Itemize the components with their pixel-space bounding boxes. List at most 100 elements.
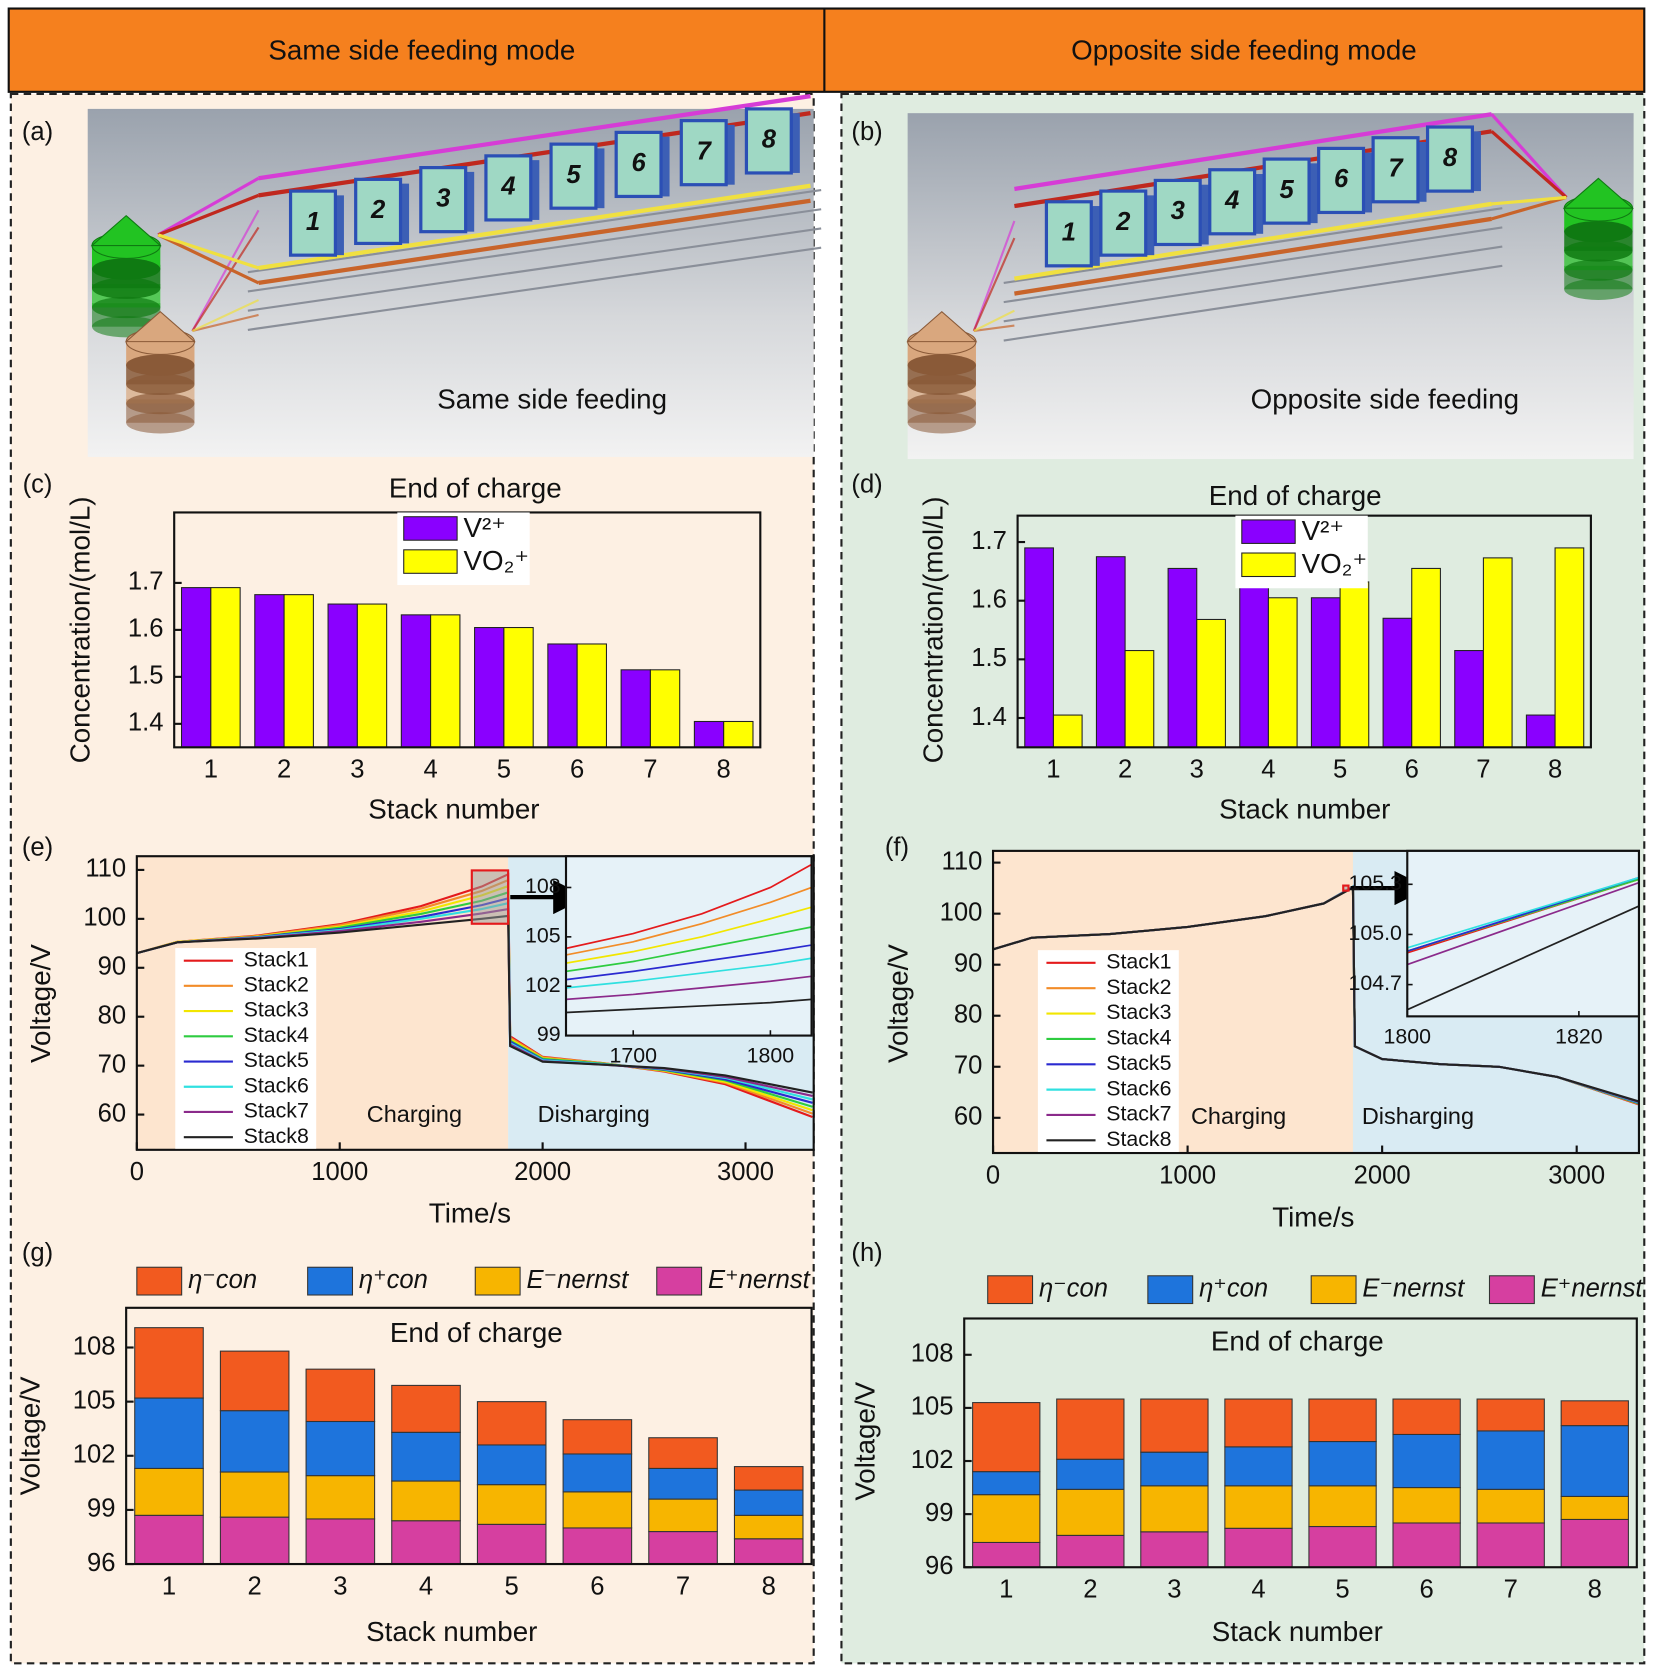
bar-segment — [219, 1350, 290, 1412]
y-axis-label: Voltage/V — [15, 1376, 46, 1495]
x-tick-label: 1000 — [1159, 1161, 1216, 1189]
bar-segment — [134, 1467, 204, 1516]
bar-segment — [562, 1527, 633, 1565]
line — [566, 863, 812, 950]
pipe — [1491, 195, 1567, 206]
y-tick-label: 100 — [940, 898, 983, 926]
stack-side — [593, 148, 605, 209]
stack-side — [724, 124, 735, 185]
bar-segment — [305, 1475, 376, 1520]
y-tick-label: 96 — [925, 1552, 953, 1580]
x-tick-label: 7 — [676, 1572, 690, 1600]
x-tick-label: 1 — [204, 756, 218, 784]
pipe — [1014, 216, 1492, 296]
x-tick-label: 6 — [1405, 756, 1419, 784]
frame-rail — [247, 188, 822, 274]
chart-title: End of charge — [389, 472, 562, 503]
bar — [1310, 597, 1341, 748]
bar — [1167, 567, 1198, 748]
x-tick-label: 3 — [1167, 1575, 1181, 1603]
legend-label: Stack6 — [1106, 1076, 1171, 1100]
y-tick-label: 1.4 — [971, 703, 1007, 731]
bar-segment — [1392, 1398, 1461, 1435]
bar-segment — [562, 1491, 633, 1529]
tank-ring — [91, 277, 161, 299]
legend-label: Stack2 — [1106, 975, 1171, 999]
stack-number: 7 — [1388, 155, 1404, 183]
y-tick-label: 108 — [911, 1340, 954, 1368]
y-tick-label: 60 — [98, 1099, 126, 1127]
inset-background — [566, 856, 812, 1036]
panel-label: (e) — [22, 834, 53, 862]
line — [1407, 876, 1639, 949]
tank-ring — [907, 392, 976, 415]
pipe — [157, 233, 260, 285]
legend-label: η⁻con — [1039, 1274, 1108, 1302]
frame-rail — [247, 227, 822, 312]
bar-segment — [648, 1467, 718, 1500]
y-axis-label: Concentration/(mol/L) — [65, 496, 96, 763]
pipe — [191, 226, 260, 332]
bar-segment — [1476, 1398, 1545, 1432]
pipe — [1014, 112, 1492, 192]
x-tick-label: 7 — [1504, 1575, 1518, 1603]
legend-label: V²⁺ — [464, 512, 506, 543]
x-tick-label: 2 — [248, 1572, 262, 1600]
bar — [1382, 617, 1413, 748]
frame-rail — [1003, 245, 1503, 323]
x-tick-label: 2000 — [1354, 1161, 1411, 1189]
pipe — [258, 183, 811, 271]
header-bar — [7, 7, 1646, 93]
stack-number: 6 — [1334, 165, 1349, 193]
stack-box — [484, 154, 533, 222]
x-tick-label: 1 — [999, 1575, 1013, 1603]
bar-segment — [1392, 1522, 1461, 1568]
legend-label: η⁻con — [188, 1266, 257, 1294]
bar-segment — [648, 1531, 718, 1565]
legend-label: Stack4 — [1106, 1026, 1171, 1050]
y-axis-label: Voltage/V — [25, 944, 56, 1063]
bar — [180, 587, 212, 748]
y-tick-label: 1.7 — [971, 527, 1007, 555]
panel-label: (c) — [23, 471, 53, 499]
stack-number: 2 — [1115, 208, 1130, 236]
bar-segment — [1224, 1446, 1293, 1487]
bar — [1525, 714, 1556, 748]
bar-segment — [476, 1484, 547, 1525]
y-axis-label: Voltage/V — [882, 944, 913, 1063]
pipe — [191, 209, 260, 332]
bar-segment — [1560, 1400, 1629, 1427]
tank-ring — [1564, 259, 1633, 281]
stack-box — [679, 119, 728, 187]
y-tick-label: 80 — [954, 1000, 982, 1028]
header-left: Same side feeding mode — [268, 35, 575, 66]
bar — [1124, 650, 1155, 748]
bar — [1554, 547, 1585, 748]
bar-segment — [1224, 1485, 1293, 1529]
x-tick-label: 0 — [986, 1161, 1000, 1189]
stack-number: 8 — [1443, 144, 1458, 172]
tank-ring — [907, 354, 976, 376]
x-tick-label: 8 — [717, 756, 731, 784]
x-tick-label: 2 — [1118, 756, 1132, 784]
x-tick-label: 3000 — [1548, 1161, 1605, 1189]
bar-segment — [1140, 1451, 1209, 1487]
bar — [693, 720, 725, 748]
y-tick-label: 60 — [954, 1103, 982, 1131]
pipe — [1014, 201, 1492, 281]
x-axis-label: Stack number — [1219, 794, 1390, 825]
legend-label: E⁺nernst — [1541, 1274, 1644, 1302]
stack-number: 5 — [566, 161, 581, 189]
x-tick-label: 4 — [1261, 756, 1275, 784]
x-axis-label: Time/s — [429, 1197, 511, 1228]
bar-segment — [219, 1410, 290, 1473]
legend-box — [1037, 950, 1179, 1152]
bar-segment — [733, 1538, 804, 1565]
tank-ring — [1564, 278, 1633, 300]
bar-segment — [1560, 1518, 1629, 1568]
y-tick-label: 1.6 — [128, 615, 164, 643]
x-tick-label: 5 — [1333, 756, 1347, 784]
bar — [356, 603, 388, 748]
bar-segment — [305, 1518, 376, 1565]
